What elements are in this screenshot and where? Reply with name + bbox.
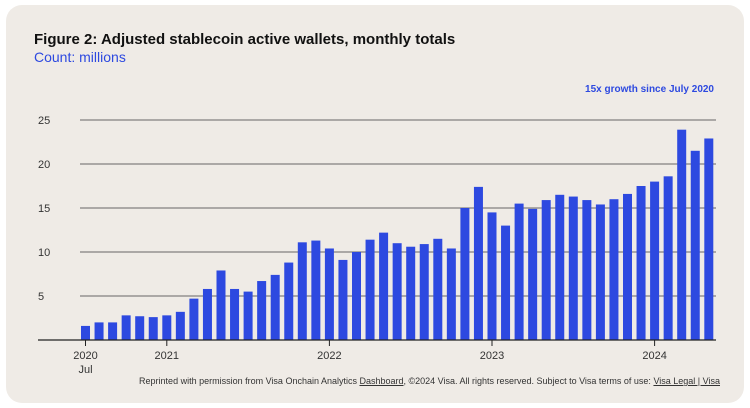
bar-2021-09 [270,274,280,340]
bar-2022-12 [473,186,483,340]
footer-prefix: Reprinted with permission from Visa Onch… [139,376,360,386]
visa-legal-link[interactable]: Visa Legal | Visa [653,376,720,386]
bar-2024-03 [677,129,687,340]
bar-2021-04 [202,288,212,340]
bar-2024-05 [704,138,714,340]
x-tick-sublabel: Jul [78,364,92,376]
bar-2023-08 [582,200,592,340]
bar-2020-07 [81,325,90,340]
bar-2022-02 [338,259,348,340]
bar-2024-04 [690,150,700,340]
bar-2021-12 [311,240,321,340]
bar-2022-01 [324,248,334,340]
x-tick-label: 2024 [642,350,666,362]
bar-2023-03 [514,203,524,340]
bar-2020-08 [94,322,104,340]
growth-annotation: 15x growth since July 2020 [585,84,714,95]
bar-2021-08 [257,281,267,340]
bar-2023-11 [623,193,632,340]
bar-2022-03 [352,252,361,340]
bar-2020-12 [148,317,158,340]
y-tick-label: 10 [38,247,50,259]
bar-2022-10 [446,248,456,340]
y-tick-label: 15 [38,203,50,215]
footer-middle: , ©2024 Visa. All rights reserved. Subje… [403,376,654,386]
bar-2022-05 [379,232,389,340]
bar-2021-06 [230,288,240,340]
y-tick-label: 25 [38,115,50,127]
bar-2023-01 [487,212,497,340]
bar-2023-12 [636,186,646,340]
chart-title: Figure 2: Adjusted stablecoin active wal… [34,31,456,48]
dashboard-link[interactable]: Dashboard [359,376,404,386]
bar-2021-10 [284,262,294,340]
bar-2023-06 [555,194,565,340]
x-tick-label: 2020 [73,350,97,362]
bar-2023-04 [528,208,538,340]
chart-subtitle: Count: millions [34,49,126,65]
bar-2021-03 [189,298,199,340]
bar-2022-04 [365,239,375,340]
bar-2021-05 [216,270,226,340]
bar-2020-11 [135,316,145,340]
bar-2023-05 [541,200,551,340]
bar-2021-07 [243,291,253,340]
bar-2022-11 [460,208,470,340]
bar-2023-02 [501,225,511,340]
bar-2020-09 [108,322,118,340]
bar-2023-10 [609,199,619,340]
y-tick-label: 20 [38,159,50,171]
bar-2022-08 [419,244,429,340]
x-tick-label: 2023 [480,350,504,362]
bar-2021-02 [175,311,185,340]
bar-2022-06 [392,243,402,340]
bar-2023-09 [595,204,605,340]
bar-2024-01 [650,181,660,340]
x-tick-label: 2022 [317,350,341,362]
footer-credit: Reprinted with permission from Visa Onch… [139,376,720,386]
bar-2020-10 [121,315,131,340]
y-tick-label: 5 [38,291,44,303]
bar-2021-01 [162,315,172,340]
bar-2021-11 [297,242,307,340]
bar-2022-09 [433,238,443,340]
x-tick-label: 2021 [155,350,179,362]
bar-2024-02 [663,176,673,340]
bar-2023-07 [568,196,578,340]
bar-2022-07 [406,246,416,340]
